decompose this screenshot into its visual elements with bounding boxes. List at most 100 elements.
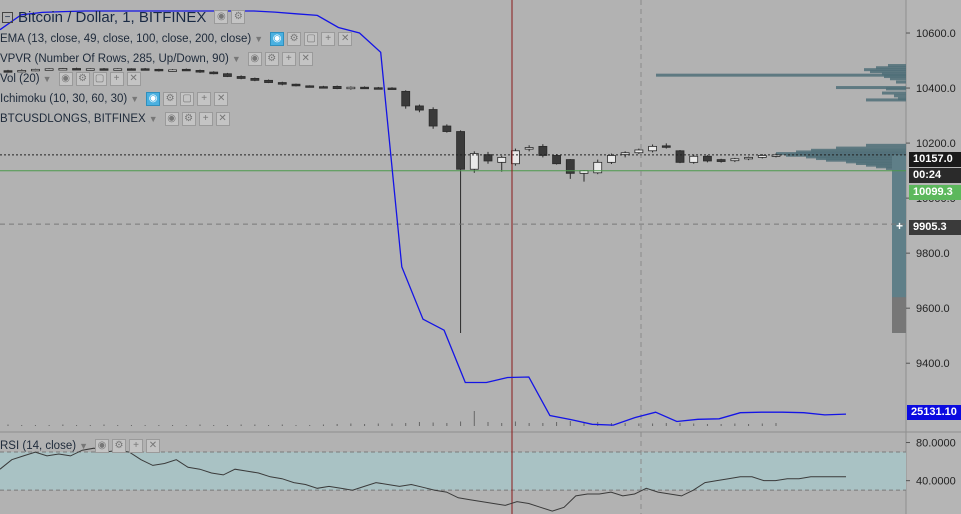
vpvr-row xyxy=(866,98,906,102)
eye-icon[interactable]: ◉ xyxy=(270,32,285,46)
gear-icon[interactable]: ⚙ xyxy=(181,112,196,126)
gear-icon[interactable]: ⚙ xyxy=(163,92,178,106)
add-icon[interactable]: + xyxy=(109,72,124,86)
volume-bar xyxy=(336,424,338,426)
price-tick-label: 9800.0 xyxy=(916,248,950,260)
chevron-down-icon[interactable]: ▼ xyxy=(148,114,158,124)
volume-bar xyxy=(501,423,503,426)
gear-icon[interactable]: ⚙ xyxy=(264,52,279,66)
eye-icon[interactable]: ◉ xyxy=(58,72,73,86)
eye-icon[interactable]: ◉ xyxy=(94,439,109,453)
candle-body xyxy=(716,159,726,162)
eye-icon[interactable]: ◉ xyxy=(214,10,229,24)
vpvr-row xyxy=(866,143,906,147)
volume-bar xyxy=(693,423,695,426)
legend-row-vol[interactable]: Vol (20) ▼ ◉ ⚙ ▢ + ✕ xyxy=(0,70,141,88)
volume-bar xyxy=(144,425,146,426)
candle-body xyxy=(72,68,81,71)
chevron-down-icon[interactable]: ▼ xyxy=(79,441,88,451)
close-icon[interactable]: ✕ xyxy=(215,112,230,126)
collapse-icon[interactable]: − xyxy=(2,11,13,23)
gear-icon[interactable]: ⚙ xyxy=(287,32,302,46)
add-icon[interactable]: + xyxy=(197,92,212,106)
volume-bar xyxy=(473,411,475,426)
close-icon[interactable]: ✕ xyxy=(338,32,353,46)
volume-bar xyxy=(734,423,736,426)
candle-body xyxy=(428,109,438,127)
add-icon[interactable]: + xyxy=(128,439,143,453)
eye-icon[interactable]: ◉ xyxy=(146,92,161,106)
legend-row-ema[interactable]: EMA (13, close, 49, close, 100, close, 2… xyxy=(0,30,353,48)
volume-bar xyxy=(638,423,640,426)
legend-row-longs[interactable]: BTCUSDLONGS, BITFINEX ▼ ◉ ⚙ + ✕ xyxy=(0,110,230,128)
candle-body xyxy=(250,78,260,81)
vpvr-row xyxy=(864,68,906,72)
vpvr-row xyxy=(856,161,906,165)
volume-bar xyxy=(130,425,132,426)
price-tick-label: 10400.0 xyxy=(916,83,956,95)
chevron-down-icon[interactable]: ▼ xyxy=(42,74,52,84)
price-axis-background xyxy=(906,0,961,514)
volume-bar xyxy=(364,424,366,426)
candle-body xyxy=(607,155,616,163)
add-order-icon[interactable]: + xyxy=(896,219,904,233)
vpvr-row xyxy=(894,94,906,98)
longs-value-tag: 25131.10 xyxy=(907,405,961,420)
legend-label-vpvr: VPVR (Number Of Rows, 285, Up/Down, 90) xyxy=(0,53,229,65)
add-icon[interactable]: + xyxy=(281,52,296,66)
volume-bar xyxy=(706,424,708,426)
candle-body xyxy=(689,155,699,163)
legend-row-rsi[interactable]: RSI (14, close) ▼ ◉ ⚙ + ✕ xyxy=(0,437,160,455)
gear-icon[interactable]: ⚙ xyxy=(231,10,246,24)
eye-icon[interactable]: ◉ xyxy=(164,112,179,126)
vpvr-row xyxy=(826,158,906,162)
format-icon[interactable]: ▢ xyxy=(304,32,319,46)
vpvr-row xyxy=(876,66,906,70)
candle-body xyxy=(675,150,685,163)
eye-icon[interactable]: ◉ xyxy=(247,52,262,66)
gear-icon[interactable]: ⚙ xyxy=(75,72,90,86)
candle-body xyxy=(415,105,424,111)
vpvr-row xyxy=(896,80,906,84)
last-price-tag: 10157.0 xyxy=(909,152,961,167)
format-icon[interactable]: ▢ xyxy=(180,92,195,106)
candle-body xyxy=(511,150,520,165)
vpvr-row xyxy=(846,160,906,164)
rsi-series-line xyxy=(0,447,846,512)
close-icon[interactable]: ✕ xyxy=(126,72,141,86)
candle-body xyxy=(387,87,397,90)
candle-body xyxy=(31,68,40,72)
volume-bar xyxy=(309,425,311,426)
volume-bar xyxy=(583,422,585,426)
add-icon[interactable]: + xyxy=(321,32,336,46)
add-icon[interactable]: + xyxy=(198,112,213,126)
countdown-tag: 00:24 xyxy=(909,168,961,183)
gear-icon[interactable]: ⚙ xyxy=(111,439,126,453)
close-icon[interactable]: ✕ xyxy=(214,92,229,106)
vpvr-row xyxy=(890,77,906,81)
rsi-tick-label: 80.0000 xyxy=(916,438,956,450)
candle-body xyxy=(483,154,493,162)
volume-bar xyxy=(405,423,407,426)
legend-row-ichimoku[interactable]: Ichimoku (10, 30, 60, 30) ▼ ◉ ⚙ ▢ + ✕ xyxy=(0,90,229,108)
legend-row-vpvr[interactable]: VPVR (Number Of Rows, 285, Up/Down, 90) … xyxy=(0,50,313,68)
chevron-down-icon[interactable]: ▼ xyxy=(254,34,264,44)
close-icon[interactable]: ✕ xyxy=(145,439,160,453)
chevron-down-icon[interactable]: ▼ xyxy=(130,94,140,104)
symbol-title-row[interactable]: − Bitcoin / Dollar, 1, BITFINEX ◉ ⚙ xyxy=(0,6,246,28)
format-icon[interactable]: ▢ xyxy=(92,72,107,86)
vpvr-row xyxy=(796,150,906,154)
legend-label-rsi: RSI (14, close) xyxy=(0,440,77,452)
volume-bar xyxy=(226,425,228,426)
close-icon[interactable]: ✕ xyxy=(298,52,313,66)
candle-body xyxy=(565,159,575,174)
vpvr-row xyxy=(882,91,906,95)
rsi-tick-label: 40.0000 xyxy=(916,476,956,488)
volume-bar xyxy=(254,424,256,426)
chevron-down-icon[interactable]: ▼ xyxy=(231,54,241,64)
candle-body xyxy=(469,153,479,170)
volume-bar xyxy=(528,423,530,426)
candle-body xyxy=(524,147,534,150)
